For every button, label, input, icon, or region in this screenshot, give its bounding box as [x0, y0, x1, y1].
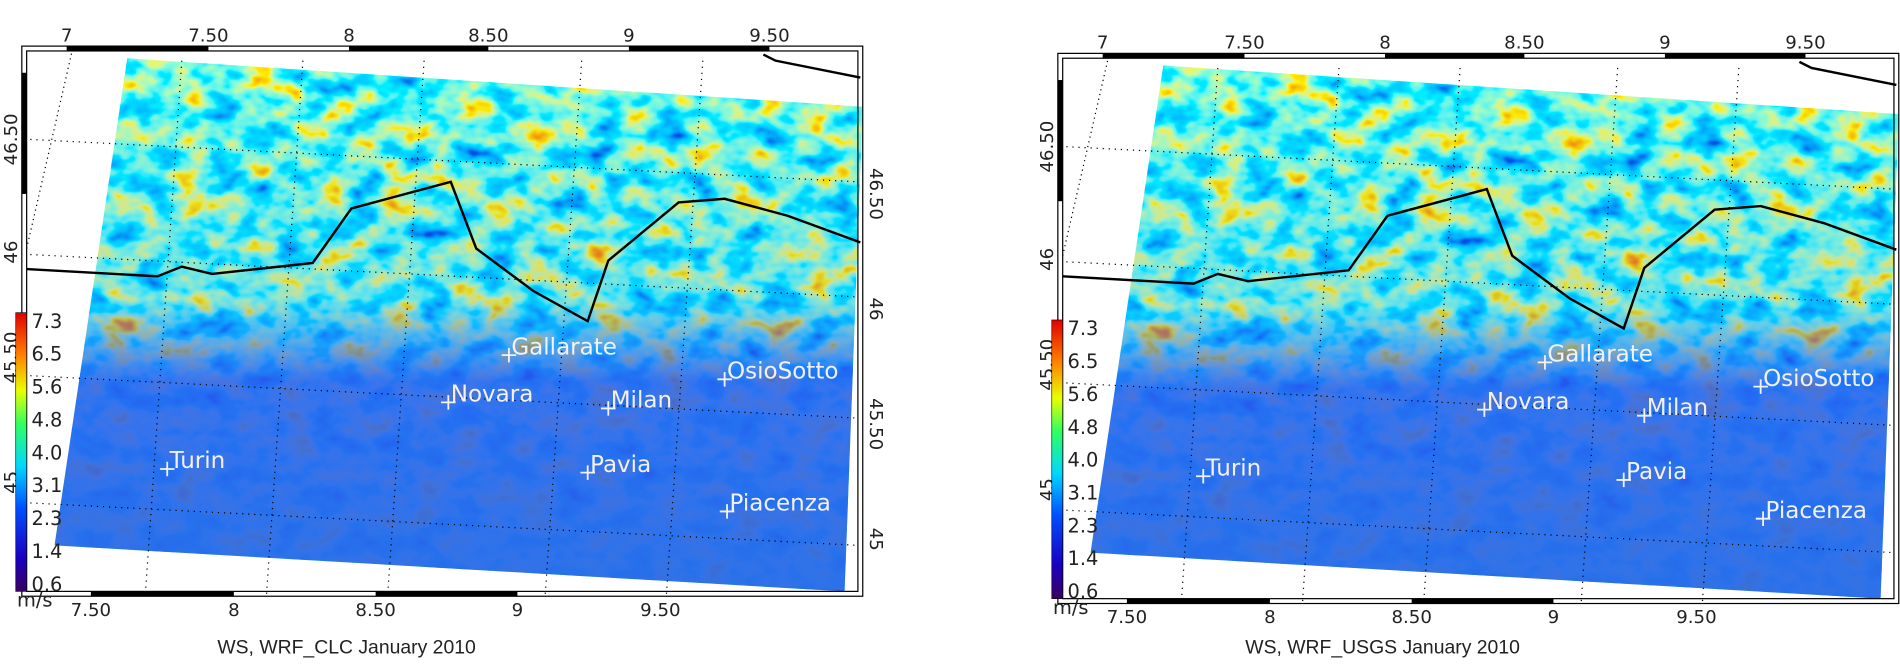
scale-bar	[1665, 53, 1806, 58]
figure: 7 7.50 8 8.50 9 9.50 7.50 8 8.50 9 9.50 46.50 46 45.5…	[0, 0, 1900, 669]
scale-bar	[1412, 599, 1554, 604]
colorbar-label: 5.6	[32, 376, 63, 399]
city-label: Piacenza	[1765, 498, 1866, 524]
left-label: 46	[1037, 248, 1058, 271]
bottom-label: 7.50	[71, 600, 111, 621]
colorbar-label: 4.0	[1068, 449, 1099, 472]
scale-bar	[1058, 80, 1063, 201]
wind-field	[48, 55, 872, 600]
colorbar	[1052, 320, 1063, 599]
bottom-label: 9.50	[1676, 607, 1716, 628]
bottom-label: 8	[228, 600, 240, 621]
bottom-label: 9	[512, 600, 524, 621]
border-line	[1799, 62, 1896, 85]
top-label: 7.50	[1224, 33, 1264, 54]
border-line	[1063, 56, 1109, 256]
scale-bar	[1127, 599, 1270, 604]
city-label: Milan	[611, 388, 672, 414]
top-label: 9.50	[749, 25, 789, 46]
colorbar-label: 2.3	[1068, 514, 1099, 537]
colorbar	[16, 313, 27, 592]
city-label: Pavia	[1626, 459, 1687, 485]
scale-bar	[1103, 53, 1245, 58]
top-label: 9	[623, 25, 635, 46]
top-label: 7	[1097, 33, 1109, 54]
scale-bar	[376, 591, 518, 596]
border-line	[27, 49, 73, 249]
top-label: 8.50	[1504, 33, 1544, 54]
city-label: Gallarate	[1547, 342, 1653, 368]
colorbar-label: 1.4	[32, 540, 63, 563]
bottom-label: 8.50	[355, 600, 395, 621]
map-panel: 7 7.50 8 8.50 9 9.50 7.50 8 8.50 9 9.50 46.50 46 45.5…	[1, 25, 886, 658]
right-label: 46.50	[865, 168, 886, 220]
bottom-label: 8.50	[1391, 607, 1431, 628]
colorbar-label: 1.4	[1068, 547, 1099, 570]
caption: WS, WRF_USGS January 2010	[1245, 636, 1520, 658]
city-label: Milan	[1647, 395, 1708, 421]
colorbar-label: 7.3	[32, 310, 63, 333]
colorbar-label: 6.5	[32, 343, 63, 366]
scale-bar	[91, 591, 234, 596]
colorbar-label: 5.6	[1068, 383, 1099, 406]
bottom-label: 7.50	[1107, 607, 1147, 628]
colorbar-label: 4.0	[32, 441, 63, 464]
left-label: 46.50	[1, 113, 22, 165]
colorbar-label: 3.1	[32, 474, 63, 497]
colorbar-label: 4.8	[1068, 416, 1099, 439]
bottom-label: 9.50	[640, 600, 680, 621]
top-label: 8.50	[468, 25, 508, 46]
scale-bar	[629, 46, 770, 51]
right-label: 45	[865, 528, 886, 551]
colorbar-label: 3.1	[1068, 481, 1099, 504]
city-label: Pavia	[590, 452, 651, 478]
bottom-label: 9	[1548, 607, 1560, 628]
colorbar-label: 2.3	[32, 507, 63, 530]
city-label: Gallarate	[511, 334, 617, 360]
wind-field	[1085, 62, 1900, 607]
bottom-label: 8	[1264, 607, 1276, 628]
city-label: Turin	[1205, 456, 1262, 482]
city-label: Novara	[1487, 389, 1570, 415]
scale-bar	[1385, 53, 1524, 58]
right-label: 45.50	[865, 398, 886, 450]
colorbar-label: 4.8	[32, 408, 63, 431]
left-label: 46	[1, 241, 22, 264]
top-label: 9.50	[1785, 33, 1825, 54]
scale-bar	[67, 46, 209, 51]
top-label: 8	[1379, 33, 1391, 54]
top-label: 7	[61, 25, 73, 46]
plain-shade	[48, 55, 872, 600]
scale-bar	[22, 73, 27, 194]
border-line	[763, 55, 860, 78]
colorbar-label: 7.3	[1068, 317, 1099, 340]
plain-shade	[1085, 62, 1900, 607]
city-label: OsioSotto	[1763, 366, 1874, 392]
colorbar-unit: m/s	[1053, 596, 1089, 619]
top-label: 7.50	[188, 25, 228, 46]
city-label: OsioSotto	[727, 359, 838, 385]
top-label: 9	[1659, 33, 1671, 54]
colorbar-label: 6.5	[1068, 350, 1099, 373]
city-label: Turin	[169, 448, 226, 474]
colorbar-unit: m/s	[17, 589, 53, 612]
scale-bar	[349, 46, 488, 51]
city-label: Novara	[451, 382, 534, 408]
right-label: 46	[865, 297, 886, 320]
caption: WS, WRF_CLC January 2010	[217, 636, 476, 658]
city-label: Piacenza	[729, 491, 830, 517]
top-label: 8	[343, 25, 355, 46]
left-label: 46.50	[1037, 121, 1058, 173]
